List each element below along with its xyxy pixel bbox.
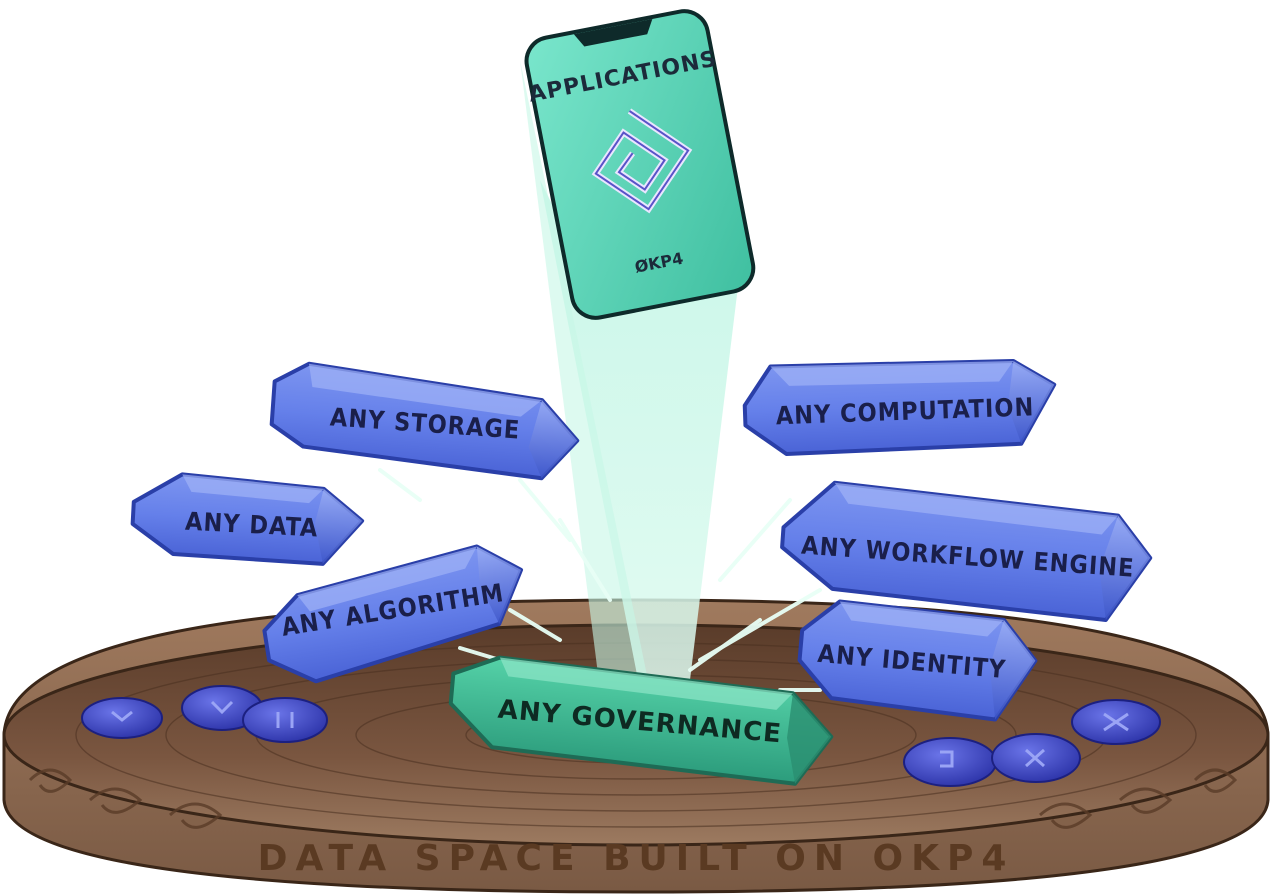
crystal-any-workflow-engine: ANY WORKFLOW ENGINE: [780, 480, 1153, 622]
phone-body: [524, 9, 756, 320]
crystal-label: ANY DATA: [184, 507, 319, 543]
rune-stones-left: [81, 685, 328, 743]
spiral-logo-icon: [591, 108, 693, 214]
rune-stone: [903, 737, 997, 787]
edge-carvings: [28, 768, 1238, 829]
rune-stones-right: [903, 699, 1161, 787]
crystal-any-computation: ANY COMPUTATION: [742, 359, 1057, 456]
crystal-any-algorithm: ANY ALGORITHM: [262, 544, 524, 684]
crystal-any-data: ANY DATA: [130, 472, 365, 566]
phone-notch: [573, 18, 653, 47]
crystal-any-identity: ANY IDENTITY: [797, 599, 1038, 722]
crystal-any-governance: ANY GOVERNANCE: [448, 655, 834, 786]
phone-applications: APPLICATIONS ØKP4: [524, 9, 756, 320]
rune-stone: [242, 697, 328, 743]
spark-lines: [378, 468, 822, 692]
crystal-any-storage: ANY STORAGE: [269, 361, 580, 481]
base-label: DATA SPACE BUILT ON OKP4: [258, 838, 1015, 879]
rune-stone: [81, 697, 163, 739]
